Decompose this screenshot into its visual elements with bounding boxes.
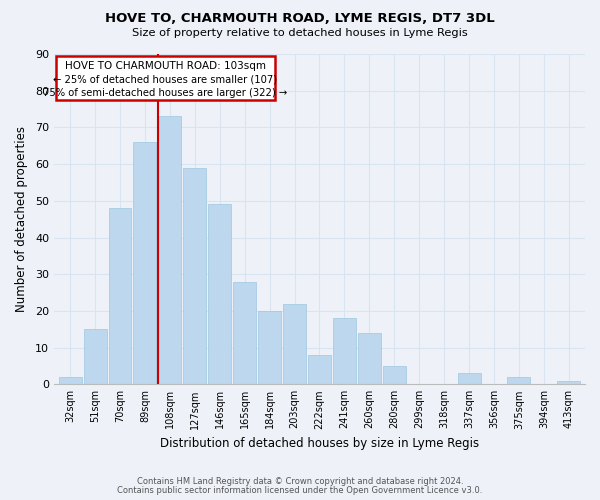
Text: Contains HM Land Registry data © Crown copyright and database right 2024.: Contains HM Land Registry data © Crown c…: [137, 477, 463, 486]
Bar: [283, 304, 306, 384]
Bar: [83, 330, 107, 384]
Bar: [109, 208, 131, 384]
Bar: [458, 374, 481, 384]
Bar: [383, 366, 406, 384]
Bar: [333, 318, 356, 384]
Text: 75% of semi-detached houses are larger (322) →: 75% of semi-detached houses are larger (…: [43, 88, 287, 98]
Text: Size of property relative to detached houses in Lyme Regis: Size of property relative to detached ho…: [132, 28, 468, 38]
Bar: [59, 377, 82, 384]
Text: HOVE TO CHARMOUTH ROAD: 103sqm: HOVE TO CHARMOUTH ROAD: 103sqm: [65, 60, 266, 70]
Bar: [158, 116, 181, 384]
Bar: [133, 142, 157, 384]
Bar: [258, 311, 281, 384]
Bar: [308, 355, 331, 384]
Text: HOVE TO, CHARMOUTH ROAD, LYME REGIS, DT7 3DL: HOVE TO, CHARMOUTH ROAD, LYME REGIS, DT7…: [105, 12, 495, 26]
Text: Contains public sector information licensed under the Open Government Licence v3: Contains public sector information licen…: [118, 486, 482, 495]
X-axis label: Distribution of detached houses by size in Lyme Regis: Distribution of detached houses by size …: [160, 437, 479, 450]
Bar: [358, 333, 381, 384]
FancyBboxPatch shape: [56, 56, 275, 100]
Text: ← 25% of detached houses are smaller (107): ← 25% of detached houses are smaller (10…: [53, 74, 278, 84]
Bar: [557, 380, 580, 384]
Bar: [508, 377, 530, 384]
Bar: [184, 168, 206, 384]
Y-axis label: Number of detached properties: Number of detached properties: [15, 126, 28, 312]
Bar: [233, 282, 256, 385]
Bar: [208, 204, 231, 384]
